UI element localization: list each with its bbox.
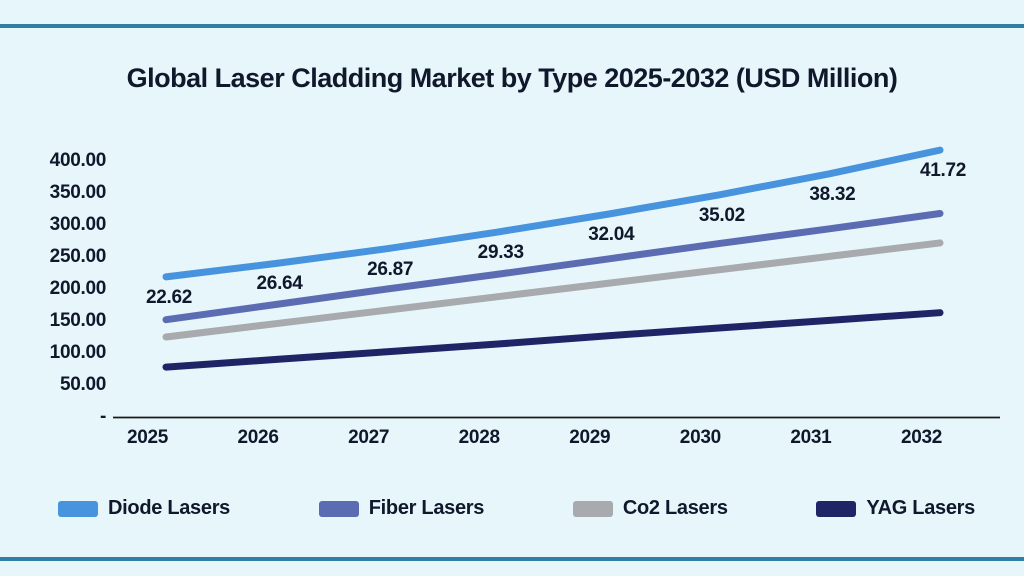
legend-label: Fiber Lasers (368, 497, 485, 519)
y-tick-label: 250.00 (49, 246, 107, 267)
y-tick-label: 50.00 (59, 374, 106, 395)
legend-swatch-icon (318, 500, 359, 517)
top-divider (0, 24, 1024, 28)
legend-label: Diode Lasers (108, 497, 231, 519)
data-label: 32.04 (588, 224, 635, 246)
line-co2-lasers (162, 239, 944, 341)
legend-item-diode-lasers: Diode Lasers (58, 497, 230, 520)
data-label: 29.33 (477, 242, 524, 264)
x-tick-label: 2025 (126, 427, 169, 448)
chart-title: Global Laser Cladding Market by Type 202… (126, 63, 898, 93)
x-tick-label: 2031 (790, 427, 832, 448)
data-label: 26.87 (367, 258, 414, 280)
legend-item-fiber-lasers: Fiber Lasers (318, 497, 485, 520)
data-label: 22.62 (145, 286, 193, 308)
y-tick-label: 350.00 (49, 182, 107, 203)
legend-swatch-icon (58, 500, 98, 517)
legend-swatch-icon (816, 500, 857, 517)
y-tick-label: 300.00 (49, 214, 107, 235)
x-tick-label: 2028 (458, 427, 500, 448)
legend-item-co2-lasers: Co2 Lasers (572, 497, 728, 520)
y-tick-label: 100.00 (49, 342, 107, 363)
legend: Diode Lasers Fiber Lasers Co2 Lasers YAG La… (58, 497, 975, 520)
y-tick-label: - (99, 406, 106, 427)
y-tick-label: 400.00 (49, 150, 107, 171)
y-tick-label: 200.00 (49, 278, 107, 299)
x-tick-label: 2030 (679, 427, 721, 448)
x-tick-label: 2029 (569, 427, 611, 448)
data-label: 26.64 (256, 273, 303, 295)
x-tick-label: 2026 (237, 427, 279, 448)
line-diode-lasers (162, 146, 944, 281)
line-fiber-lasers (162, 209, 944, 324)
legend-item-yag-lasers: YAG Lasers (816, 497, 975, 520)
data-label: 38.32 (809, 183, 856, 205)
legend-label: Co2 Lasers (622, 497, 728, 519)
x-tick-label: 2032 (900, 427, 943, 448)
x-tick-label: 2027 (348, 427, 390, 448)
bottom-divider (0, 557, 1024, 561)
data-label: 35.02 (698, 204, 745, 226)
y-tick-label: 150.00 (49, 310, 107, 331)
line-yag-lasers (162, 309, 944, 371)
legend-label: YAG Lasers (866, 497, 975, 519)
legend-swatch-icon (572, 500, 613, 517)
data-label: 41.72 (919, 160, 967, 182)
